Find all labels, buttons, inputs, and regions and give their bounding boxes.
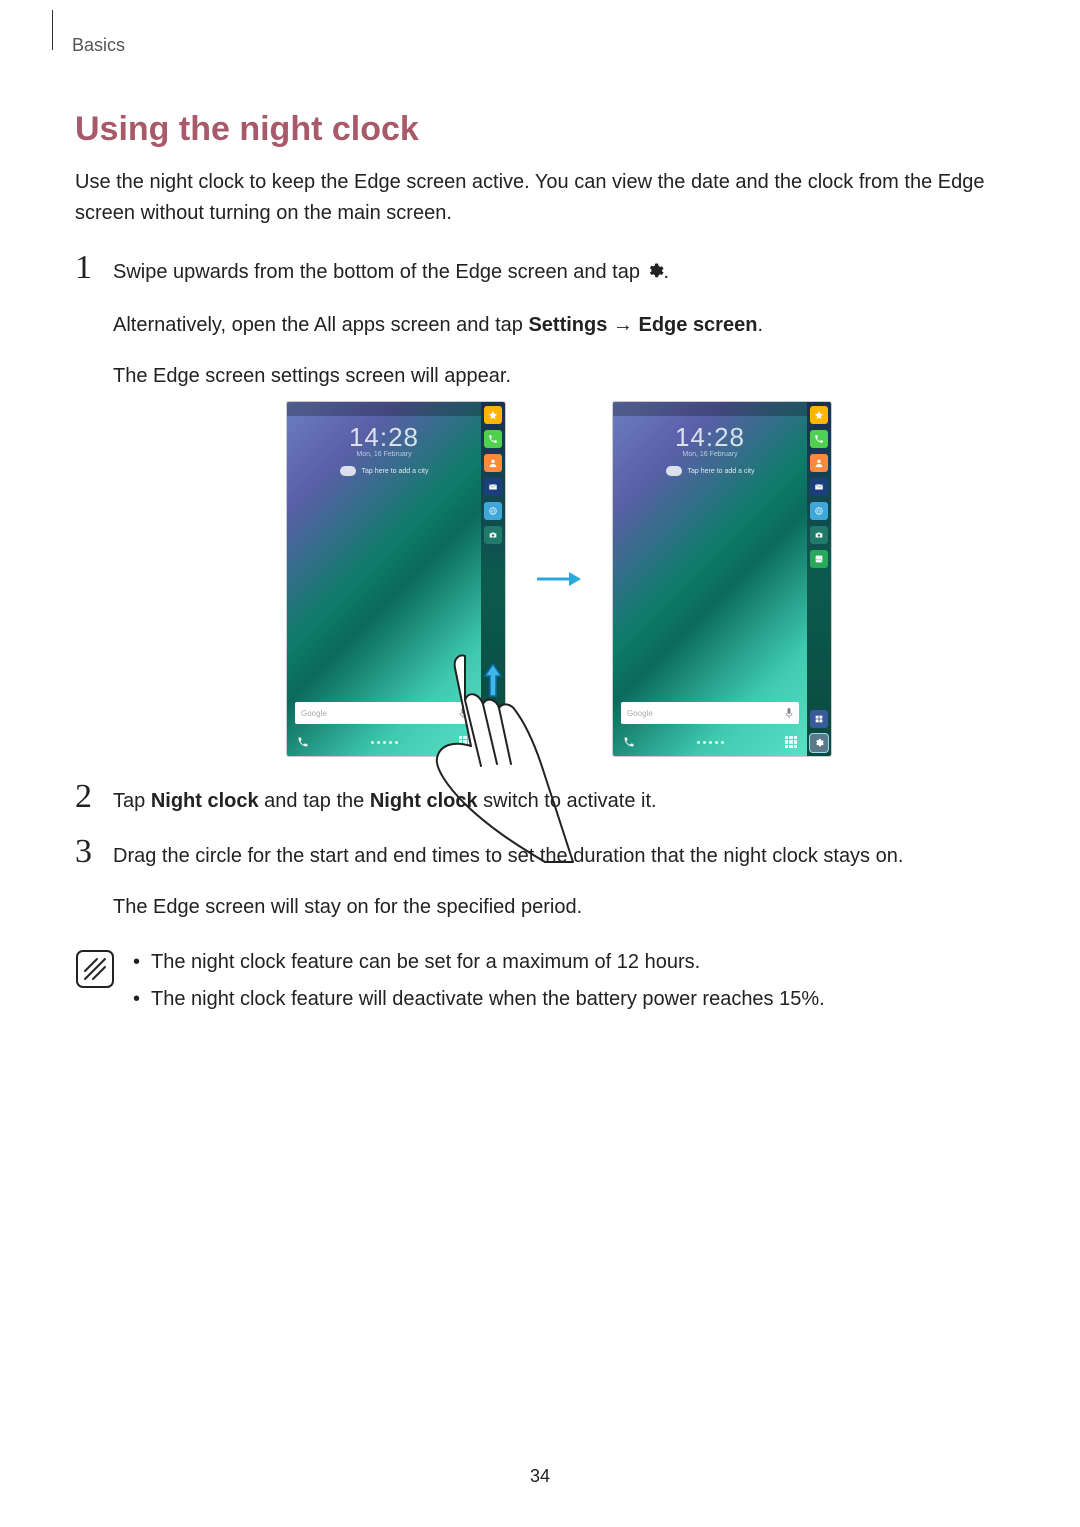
page-number: 34 (0, 1466, 1080, 1487)
settings-label: Settings (528, 314, 607, 336)
night-clock-label: Night clock (370, 790, 478, 812)
intro-paragraph: Use the night clock to keep the Edge scr… (75, 167, 1005, 229)
page-title: Using the night clock (75, 110, 1005, 149)
phone-date: Mon, 16 February (287, 451, 481, 458)
step-3-line-2: The Edge screen will stay on for the spe… (113, 892, 1005, 923)
weather-icon (666, 466, 682, 476)
edge-star-icon (484, 406, 502, 424)
note-icon (75, 949, 115, 989)
section-label: Basics (72, 35, 125, 56)
phone-mockup-before: 14:28 Mon, 16 February Tap here to add a… (287, 402, 505, 756)
search-bar: Google (295, 702, 473, 724)
mic-icon (785, 707, 793, 719)
step-3-line-1: Drag the circle for the start and end ti… (113, 841, 1005, 872)
search-label: Google (627, 709, 653, 718)
edge-cont-icon (484, 454, 502, 472)
phone-date: Mon, 16 February (613, 451, 807, 458)
edge-mail-icon (810, 478, 828, 496)
step-1-line-1: Swipe upwards from the bottom of the Edg… (113, 257, 1005, 290)
step-1: Swipe upwards from the bottom of the Edg… (75, 257, 1005, 756)
mic-icon (459, 707, 467, 719)
edge-screen-label: Edge screen (638, 314, 757, 336)
note-block: The night clock feature can be set for a… (75, 947, 1005, 1021)
phone-icon (623, 736, 635, 748)
edge-globe-icon (484, 502, 502, 520)
step-2: Tap Night clock and tap the Night clock … (75, 786, 1005, 817)
phone-icon (297, 736, 309, 748)
edge-cont-icon (810, 454, 828, 472)
weather-text: Tap here to add a city (688, 468, 755, 475)
edge-panel-before (481, 402, 505, 756)
step-3: Drag the circle for the start and end ti… (75, 841, 1005, 923)
edge-star-icon (810, 406, 828, 424)
edge-phonei-icon (484, 430, 502, 448)
step-1-figure: 14:28 Mon, 16 February Tap here to add a… (113, 402, 1005, 756)
step-1-text-end: . (664, 261, 670, 283)
gear-icon (646, 259, 664, 290)
note-item-2: The night clock feature will deactivate … (133, 984, 825, 1015)
steps-list: Swipe upwards from the bottom of the Edg… (75, 257, 1005, 923)
page-content: Using the night clock Use the night cloc… (75, 110, 1005, 1021)
edge-cog-icon (810, 734, 828, 752)
edge-phonei-icon (810, 430, 828, 448)
note-list: The night clock feature can be set for a… (133, 947, 825, 1021)
edge-globe-icon (810, 502, 828, 520)
edge-mail-icon (484, 478, 502, 496)
step-1-line-3: The Edge screen settings screen will app… (113, 361, 1005, 392)
apps-grid-icon (785, 736, 797, 748)
search-bar: Google (621, 702, 799, 724)
edge-panel-after (807, 402, 831, 756)
phone-mockup-after: 14:28 Mon, 16 February Tap here to add a… (613, 402, 831, 756)
step-1-line-2: Alternatively, open the All apps screen … (113, 310, 1005, 341)
search-label: Google (301, 709, 327, 718)
night-clock-label: Night clock (151, 790, 259, 812)
header-corner-rule (52, 10, 53, 50)
note-item-1: The night clock feature can be set for a… (133, 947, 825, 978)
page-dots (697, 741, 724, 744)
weather-icon (340, 466, 356, 476)
edge-cam-icon (810, 526, 828, 544)
edge-gal-icon (810, 550, 828, 568)
transition-arrow-icon (535, 569, 583, 589)
page-dots (371, 741, 398, 744)
edge-multi-icon (810, 710, 828, 728)
step-2-line: Tap Night clock and tap the Night clock … (113, 786, 1005, 817)
phone-time: 14:28 (613, 422, 807, 453)
apps-grid-icon (459, 736, 471, 748)
phone-time: 14:28 (287, 422, 481, 453)
weather-text: Tap here to add a city (362, 468, 429, 475)
edge-cam-icon (484, 526, 502, 544)
step-1-text: Swipe upwards from the bottom of the Edg… (113, 261, 646, 283)
